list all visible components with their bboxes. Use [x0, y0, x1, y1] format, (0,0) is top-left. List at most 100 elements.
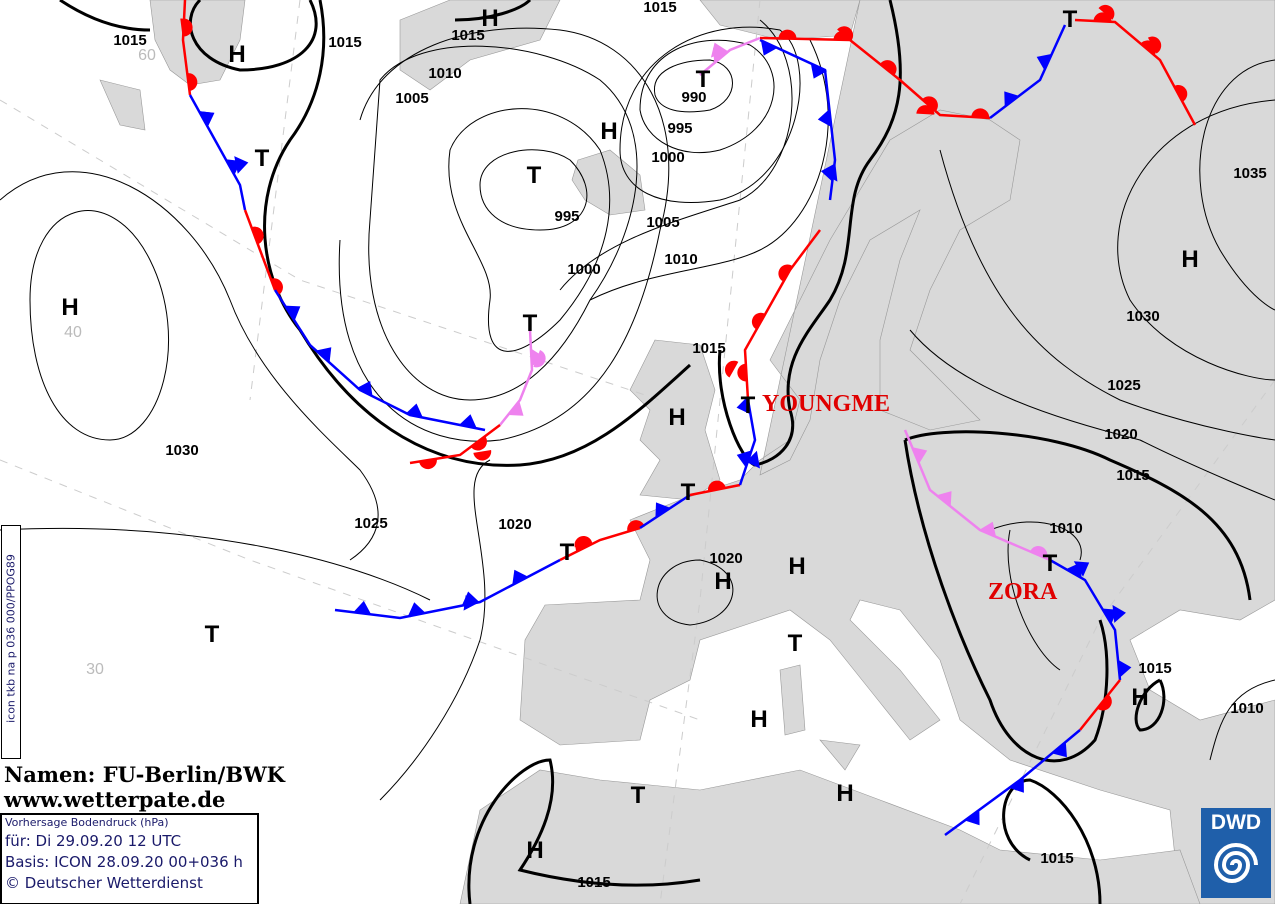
isobar-label: 1020	[498, 516, 531, 533]
warm-front-symbol	[270, 278, 283, 296]
isobar-label: 1030	[1126, 308, 1159, 325]
cold-front-symbol	[1004, 91, 1020, 107]
high-pressure-center: H	[836, 780, 853, 807]
cold-front-symbol	[198, 111, 215, 127]
warm-front-symbol	[707, 480, 726, 492]
warm-front-symbol	[470, 436, 487, 451]
credit-website[interactable]: www.wetterpate.de	[4, 787, 226, 812]
warm-front	[243, 209, 277, 291]
cold-front-symbol	[1117, 659, 1132, 678]
low-pressure-center: T	[788, 630, 803, 657]
low-pressure-center: T	[1043, 550, 1058, 577]
product-code: icon tkb na p 036 000/PPOG89	[4, 554, 18, 723]
high-pressure-center: H	[788, 553, 805, 580]
credit-names: Namen: FU-Berlin/BWK	[4, 762, 285, 787]
occlusion-front-symbol	[533, 349, 546, 368]
high-pressure-center: H	[668, 404, 685, 431]
warm-front-symbol	[1098, 4, 1115, 20]
low-pressure-center: T	[696, 66, 711, 93]
warm-front-symbol	[922, 96, 938, 112]
info-copyright: © Deutscher Wetterdienst	[5, 874, 203, 892]
italy-islands	[779, 664, 861, 771]
warm-front-symbol	[724, 360, 739, 378]
warm-front	[559, 526, 641, 562]
cold-front-symbol	[407, 602, 426, 617]
logo-text: DWD	[1210, 811, 1262, 834]
isobar-label: 1015	[577, 874, 610, 891]
cold-front-symbol	[316, 347, 332, 363]
isobar-label: 1000	[651, 149, 684, 166]
isobar-label: 1015	[692, 340, 725, 357]
isobar-label: 1020	[1104, 426, 1137, 443]
warm-front-symbol	[473, 450, 492, 461]
high-pressure-center: H	[1181, 246, 1198, 273]
isobar-label: 1030	[165, 442, 198, 459]
cold-front-symbol	[459, 414, 477, 429]
isobar-label: 1015	[113, 32, 146, 49]
occlusion-front-symbol	[979, 521, 997, 537]
occlusion-front-symbol	[710, 42, 728, 58]
credit: Namen: FU-Berlin/BWK www.wetterpate.de	[4, 762, 285, 812]
isobar-label: 1025	[1107, 377, 1140, 394]
high-pressure-center: H	[61, 294, 78, 321]
warm-front	[759, 36, 991, 120]
isobar-label: 1025	[354, 515, 387, 532]
cold-front-symbol	[353, 600, 372, 615]
warm-front-symbol	[187, 73, 198, 92]
isobar-label: 1010	[664, 251, 697, 268]
cold-front-symbol	[1073, 561, 1090, 577]
storm-name: YOUNGME	[762, 391, 890, 417]
cold-front-symbol	[234, 156, 249, 174]
cold-front-symbol	[760, 40, 778, 56]
warm-front-symbol	[419, 458, 437, 470]
cold-front-symbol	[810, 63, 828, 79]
cold-front	[273, 289, 486, 432]
latitude-label: 30	[86, 661, 104, 678]
high-pressure-center: H	[1131, 684, 1148, 711]
dwd-swirl-logo-icon	[1213, 843, 1258, 883]
occlusion-front-symbol	[508, 400, 524, 416]
warm-front-symbol	[1097, 694, 1112, 711]
occlusion-front-symbol	[936, 491, 952, 507]
isobar-label: 1035	[1233, 165, 1266, 182]
isobar-label: 1005	[395, 90, 428, 107]
info-title: Vorhersage Bodendruck (hPa)	[5, 816, 169, 829]
high-pressure-center: H	[714, 568, 731, 595]
cold-front-symbol	[746, 450, 760, 469]
warm-front-symbol	[778, 264, 793, 281]
storm-name: ZORA	[988, 579, 1058, 605]
cold-front-symbol	[463, 595, 480, 611]
cold-front-symbol	[356, 380, 373, 397]
occlusion-front	[699, 36, 761, 76]
latitude-label: 60	[138, 47, 156, 64]
cold-front	[334, 558, 561, 620]
warm-front-symbol	[574, 535, 593, 548]
dwd-logo: DWD	[1201, 808, 1271, 898]
africa	[459, 769, 1201, 904]
isobar-label: 1015	[1138, 660, 1171, 677]
cold-front	[188, 94, 247, 211]
isobar-label: 1015	[451, 27, 484, 44]
cold-front-symbol	[1051, 741, 1067, 758]
high-pressure-center: H	[750, 706, 767, 733]
cold-front-symbol	[964, 809, 980, 826]
warm-front-symbol	[837, 26, 854, 41]
cold-front-symbol	[284, 305, 301, 321]
isobar-label: 995	[667, 120, 692, 137]
low-pressure-center: T	[560, 539, 575, 566]
warm-front-symbol	[916, 105, 935, 115]
svalbard-arctic	[399, 0, 861, 91]
high-pressure-center: H	[600, 118, 617, 145]
cold-front-symbol	[736, 450, 752, 468]
isobar-label: 1020	[709, 550, 742, 567]
isobar-label: 1010	[428, 65, 461, 82]
occlusion-front-symbol	[1030, 546, 1048, 559]
cold-front-symbol	[655, 502, 671, 518]
isobar-label: 995	[554, 208, 579, 225]
isobar-label: 1015	[1116, 467, 1149, 484]
greenland	[99, 0, 246, 131]
cold-front-symbol	[405, 403, 423, 418]
